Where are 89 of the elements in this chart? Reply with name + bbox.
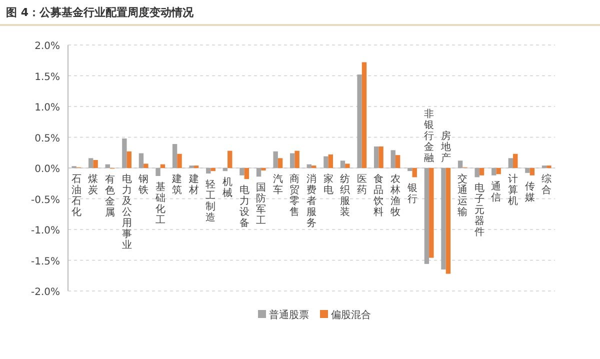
x-tick-label: 钢铁 bbox=[138, 174, 149, 196]
x-tick-label: 国防军工 bbox=[256, 182, 266, 227]
bar bbox=[240, 168, 244, 176]
bar bbox=[177, 154, 182, 168]
x-tick-label: 食品饮料 bbox=[372, 173, 384, 218]
bar bbox=[525, 168, 530, 173]
bar bbox=[508, 158, 514, 168]
y-tick-label: 1.5% bbox=[34, 72, 60, 83]
legend-label: 偏股混合 bbox=[331, 309, 371, 321]
bar bbox=[474, 168, 480, 178]
x-tick-label: 石油石化 bbox=[71, 174, 82, 218]
bar bbox=[374, 146, 379, 168]
x-tick-label: 房地产 bbox=[440, 130, 451, 164]
bar bbox=[88, 158, 94, 168]
x-tick-label: 农林渔牧 bbox=[389, 174, 400, 218]
x-tick-label: 非银行金融 bbox=[423, 108, 434, 164]
x-tick-label: 交通运输 bbox=[458, 173, 468, 218]
x-tick-label: 传媒 bbox=[524, 181, 535, 204]
bar bbox=[172, 144, 178, 168]
bar bbox=[513, 154, 518, 168]
bar bbox=[340, 160, 346, 168]
bar bbox=[412, 168, 417, 178]
bar bbox=[210, 168, 216, 172]
y-tick-label: -2.0% bbox=[30, 287, 60, 298]
bar bbox=[458, 160, 463, 168]
bar bbox=[156, 168, 160, 176]
x-tick-label: 有色金属 bbox=[104, 174, 115, 219]
x-tick-label: 电力设备 bbox=[239, 184, 250, 230]
x-tick-label: 通信 bbox=[491, 180, 502, 204]
x-tick-label: 家电 bbox=[323, 173, 334, 196]
bar bbox=[479, 168, 484, 176]
bar bbox=[328, 154, 333, 168]
bar bbox=[441, 168, 446, 270]
x-tick-label: 医药 bbox=[356, 174, 367, 196]
bar bbox=[492, 168, 496, 176]
bar bbox=[138, 153, 144, 168]
x-tick-label: 机械 bbox=[222, 176, 233, 200]
x-tick-label: 综合 bbox=[542, 173, 552, 196]
x-tick-label: 纺织服装 bbox=[340, 173, 350, 218]
bar bbox=[424, 168, 430, 264]
x-tick-label: 基础化工 bbox=[154, 180, 166, 226]
bar bbox=[362, 62, 367, 168]
bar bbox=[256, 168, 262, 177]
bar bbox=[273, 151, 278, 168]
bar bbox=[206, 168, 211, 174]
bar bbox=[446, 168, 451, 274]
bar bbox=[395, 155, 400, 168]
bar bbox=[122, 138, 127, 168]
y-tick-label: -1.5% bbox=[30, 256, 60, 268]
x-tick-label: 煤炭 bbox=[88, 173, 98, 196]
x-tick-label: 汽车 bbox=[272, 173, 283, 196]
bar bbox=[345, 164, 350, 168]
bar bbox=[228, 150, 232, 168]
bar bbox=[105, 164, 110, 168]
bar bbox=[306, 164, 312, 168]
bar bbox=[357, 74, 362, 168]
x-tick-label: 建材 bbox=[188, 173, 199, 196]
x-tick-label: 计算机 bbox=[508, 173, 518, 207]
y-tick-label: -1.0% bbox=[30, 226, 60, 236]
bar bbox=[290, 153, 295, 168]
x-tick-label: 电子元器件 bbox=[474, 182, 484, 238]
bar bbox=[126, 151, 132, 168]
bar bbox=[244, 168, 250, 180]
x-tick-label: 商贸零售 bbox=[290, 173, 300, 218]
x-tick-label: 消费者服务 bbox=[306, 173, 316, 229]
x-tick-label: 轻工制造 bbox=[206, 178, 216, 224]
bar bbox=[496, 168, 501, 174]
legend-label: 普通股票 bbox=[269, 309, 309, 321]
y-tick-label: 0.5% bbox=[34, 133, 60, 144]
bar bbox=[222, 168, 228, 172]
bar bbox=[378, 146, 384, 168]
x-tick-label: 建筑 bbox=[171, 173, 182, 196]
bar bbox=[294, 150, 300, 168]
y-tick-label: 0.0% bbox=[34, 164, 60, 175]
bar bbox=[278, 158, 283, 168]
bar bbox=[429, 168, 434, 258]
bar bbox=[144, 164, 148, 168]
y-tick-label: 1.0% bbox=[34, 102, 60, 114]
bar bbox=[390, 150, 396, 168]
bar bbox=[530, 168, 535, 176]
chart-title: 图 4：公募基金行业配置周度变动情况 bbox=[6, 6, 194, 19]
bar bbox=[93, 160, 98, 168]
bar bbox=[324, 156, 328, 168]
y-tick-label: -0.5% bbox=[30, 194, 60, 206]
bar bbox=[160, 164, 166, 168]
y-tick-label: 2.0% bbox=[34, 41, 60, 52]
x-tick-label: 电力及公用事业 bbox=[122, 173, 132, 251]
bar bbox=[408, 168, 412, 172]
x-tick-label: 银行 bbox=[406, 183, 418, 206]
